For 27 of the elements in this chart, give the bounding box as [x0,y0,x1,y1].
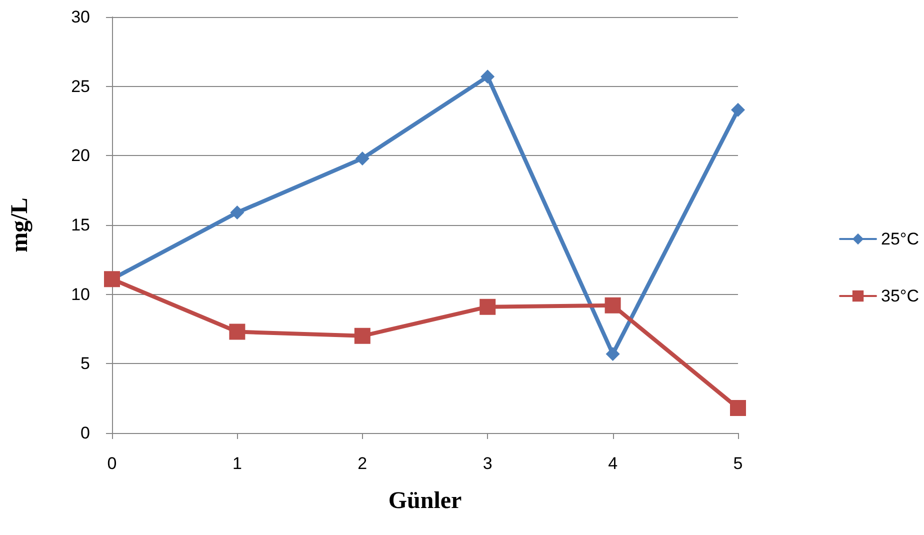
point [355,151,370,166]
x-axis-title: Günler [388,488,462,514]
y-tick-label: 15 [71,216,90,234]
x-tick-label: 0 [107,454,117,473]
legend-label: 35°C [881,286,919,306]
y-tick-label: 0 [80,424,90,442]
y-tick-label: 30 [71,8,90,26]
y-tick-label: 25 [71,76,90,96]
point [730,400,746,416]
x-tick-label: 3 [482,454,492,473]
x-tick-label: 4 [608,454,618,473]
x-tick-label: 1 [232,454,242,473]
y-axis-title: mg/L [7,198,33,252]
point [604,297,621,314]
x-tick-label: 2 [358,454,368,473]
point [480,70,495,84]
y-tick-label: 10 [71,284,90,304]
y-tick-label: 20 [71,146,90,166]
point [731,102,745,117]
legend-label: 25°C [881,230,919,248]
point [230,206,244,220]
point [354,328,370,344]
point [229,324,246,340]
y-tick-label: 5 [80,354,90,374]
x-tick-label: 5 [733,454,743,473]
point [480,298,496,315]
point [606,346,620,361]
